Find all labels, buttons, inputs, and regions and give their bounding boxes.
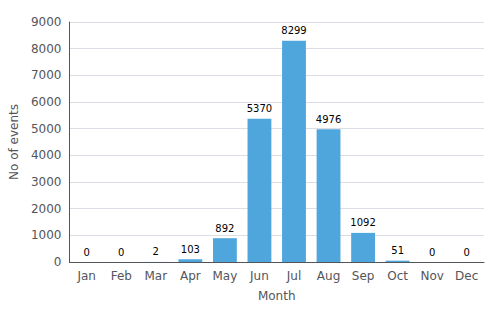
- svg-text:Sep: Sep: [352, 269, 375, 283]
- svg-text:0: 0: [84, 247, 90, 258]
- svg-text:3000: 3000: [31, 175, 62, 189]
- svg-text:Mar: Mar: [144, 269, 167, 283]
- svg-text:Month: Month: [258, 289, 296, 303]
- svg-text:9000: 9000: [31, 15, 62, 29]
- svg-text:Jul: Jul: [286, 269, 301, 283]
- svg-text:5000: 5000: [31, 122, 62, 136]
- svg-text:4000: 4000: [31, 148, 62, 162]
- svg-text:Apr: Apr: [180, 269, 201, 283]
- svg-text:892: 892: [215, 223, 234, 234]
- svg-text:1092: 1092: [350, 217, 375, 228]
- svg-text:0: 0: [464, 247, 470, 258]
- svg-text:2000: 2000: [31, 202, 62, 216]
- svg-text:8299: 8299: [281, 25, 306, 36]
- svg-text:2: 2: [153, 246, 159, 257]
- svg-text:Jan: Jan: [76, 269, 96, 283]
- svg-text:0: 0: [118, 247, 124, 258]
- svg-text:No of events: No of events: [7, 104, 21, 180]
- svg-text:6000: 6000: [31, 95, 62, 109]
- svg-text:103: 103: [181, 244, 200, 255]
- svg-text:0: 0: [429, 247, 435, 258]
- svg-text:1000: 1000: [31, 228, 62, 242]
- svg-text:Oct: Oct: [387, 269, 408, 283]
- svg-text:Aug: Aug: [317, 269, 340, 283]
- svg-text:May: May: [212, 269, 237, 283]
- svg-text:51: 51: [391, 245, 404, 256]
- svg-text:Feb: Feb: [111, 269, 132, 283]
- svg-text:Nov: Nov: [420, 269, 443, 283]
- svg-text:0: 0: [54, 255, 62, 269]
- svg-text:8000: 8000: [31, 42, 62, 56]
- svg-text:Dec: Dec: [455, 269, 478, 283]
- svg-text:7000: 7000: [31, 68, 62, 82]
- svg-text:Jun: Jun: [249, 269, 269, 283]
- svg-text:4976: 4976: [316, 114, 341, 125]
- svg-text:5370: 5370: [247, 103, 272, 114]
